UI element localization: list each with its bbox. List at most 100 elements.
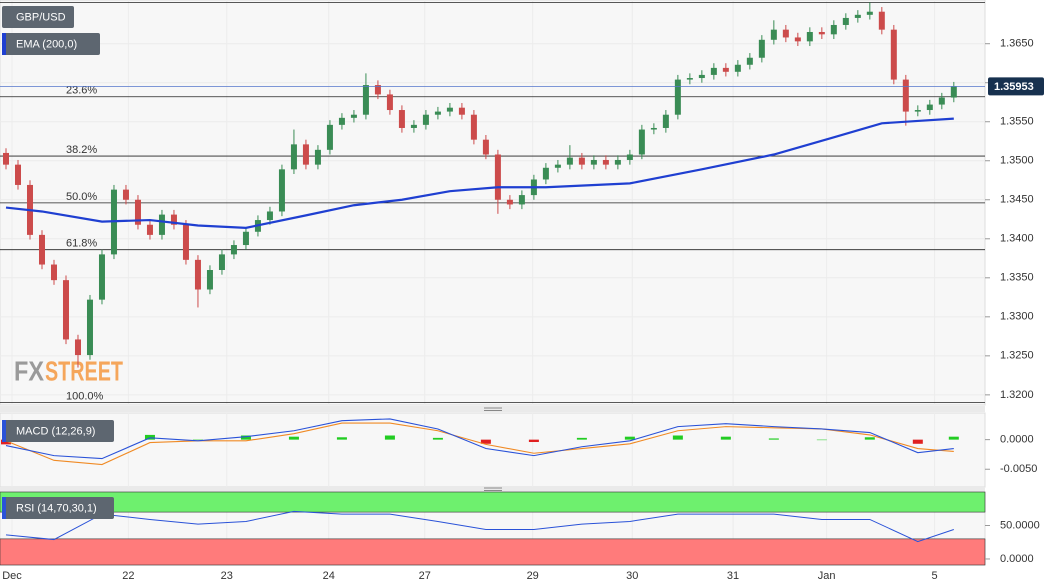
candle-body bbox=[926, 104, 933, 111]
macd-line bbox=[5, 418, 954, 460]
candle-body bbox=[242, 231, 249, 246]
macd-histogram-bar bbox=[144, 434, 155, 440]
candle-body bbox=[602, 159, 609, 165]
panel-grip[interactable] bbox=[0, 406, 985, 412]
candle-body bbox=[350, 114, 357, 118]
y-tick-label: 1.3200 bbox=[1000, 389, 1034, 401]
fib-label: 100.0% bbox=[66, 391, 104, 403]
macd-histogram-bar bbox=[624, 436, 635, 440]
candle-body bbox=[854, 14, 861, 18]
candle-body bbox=[278, 169, 285, 212]
fib-label: 38.2% bbox=[66, 144, 97, 156]
candle-body bbox=[62, 280, 69, 340]
candle-body bbox=[794, 37, 801, 42]
x-tick-label: 5 bbox=[932, 570, 938, 582]
y-tick-label: 1.3250 bbox=[1000, 350, 1034, 362]
y-tick-label: 1.3450 bbox=[1000, 194, 1034, 206]
legend-label: MACD (12,26,9) bbox=[16, 425, 95, 437]
candle-body bbox=[386, 94, 393, 111]
panel-grip[interactable] bbox=[0, 487, 985, 492]
candle-body bbox=[38, 234, 45, 265]
macd-histogram-bar bbox=[864, 437, 875, 440]
legend-label: RSI (14,70,30,1) bbox=[16, 502, 97, 514]
candle-body bbox=[758, 39, 765, 58]
macd-histogram-bar bbox=[288, 436, 299, 440]
candle-body bbox=[434, 111, 441, 115]
candle-body bbox=[338, 117, 345, 125]
candle-body bbox=[782, 29, 789, 38]
y-tick-label: -0.0050 bbox=[1000, 463, 1037, 475]
x-tick-label: 24 bbox=[323, 570, 335, 582]
candle-body bbox=[86, 299, 93, 356]
y-tick-label: 1.3400 bbox=[1000, 233, 1034, 245]
candle-body bbox=[686, 78, 693, 80]
candle-body bbox=[314, 149, 321, 165]
candle-body bbox=[662, 114, 669, 128]
rsi-overbought-zone bbox=[0, 491, 986, 513]
x-tick-label: 30 bbox=[626, 570, 638, 582]
candle-body bbox=[302, 144, 309, 165]
y-tick-label: 1.3350 bbox=[1000, 272, 1034, 284]
candle-body bbox=[458, 107, 465, 115]
candle-body bbox=[494, 154, 501, 200]
candle-body bbox=[866, 11, 873, 15]
candle-body bbox=[74, 339, 81, 356]
y-tick-label: 50.0000 bbox=[1000, 519, 1040, 531]
candle-body bbox=[626, 154, 633, 160]
candle-body bbox=[746, 57, 753, 65]
candle-body bbox=[98, 254, 105, 300]
macd-histogram-bar bbox=[768, 438, 779, 440]
candle-body bbox=[50, 264, 57, 281]
candle-body bbox=[842, 17, 849, 25]
rsi-oversold-zone bbox=[0, 538, 986, 566]
x-tick-label: Jan bbox=[818, 570, 836, 582]
candle-body bbox=[470, 114, 477, 140]
macd-histogram-bar bbox=[720, 436, 731, 440]
macd-histogram-bar bbox=[336, 437, 347, 440]
legend: GBP/USD EMA (200,0) MACD (12,26,9) RSI (… bbox=[2, 6, 114, 519]
candle-body bbox=[734, 64, 741, 72]
fib-label: 61.8% bbox=[66, 238, 97, 250]
candle-body bbox=[2, 152, 9, 165]
legend-label: EMA (200,0) bbox=[16, 38, 77, 50]
candle-body bbox=[806, 31, 813, 42]
legend-label: GBP/USD bbox=[16, 11, 66, 23]
candle-body bbox=[542, 167, 549, 180]
fib-label: 23.6% bbox=[66, 85, 97, 97]
ema-line bbox=[5, 117, 954, 229]
candle-body bbox=[362, 85, 369, 115]
candle-body bbox=[722, 67, 729, 72]
rsi-line bbox=[5, 510, 954, 543]
macd-histogram-bar bbox=[912, 439, 923, 444]
y-tick-label: 1.3500 bbox=[1000, 155, 1034, 167]
candle-body bbox=[134, 199, 141, 225]
candle-body bbox=[578, 157, 585, 165]
candle-body bbox=[266, 211, 273, 221]
candle-body bbox=[290, 144, 297, 170]
macd-histogram-bar bbox=[0, 439, 11, 445]
candle-body bbox=[818, 31, 825, 35]
macd-histogram-bar bbox=[192, 439, 203, 441]
candle-body bbox=[218, 254, 225, 270]
candle-body bbox=[650, 127, 657, 130]
macd-histogram-bar bbox=[528, 439, 539, 443]
fib-label: 50.0% bbox=[66, 191, 97, 203]
candle-body bbox=[374, 85, 381, 95]
candle-body bbox=[518, 195, 525, 205]
candle-body bbox=[410, 124, 417, 128]
candle-body bbox=[554, 164, 561, 168]
fib-label: 0.0% bbox=[66, 0, 91, 2]
candle-body bbox=[614, 159, 621, 165]
x-tick-label: 27 bbox=[419, 570, 431, 582]
candle-body bbox=[830, 24, 837, 35]
candle-body bbox=[878, 11, 885, 30]
candle-body bbox=[230, 245, 237, 255]
candle-body bbox=[14, 164, 21, 185]
candle-body bbox=[890, 29, 897, 80]
macd-histogram-bar bbox=[240, 435, 251, 440]
candle-body bbox=[326, 124, 333, 150]
x-tick-label: Dec bbox=[2, 570, 22, 582]
candle-body bbox=[146, 224, 153, 235]
y-tick-label: 1.3550 bbox=[1000, 116, 1034, 128]
